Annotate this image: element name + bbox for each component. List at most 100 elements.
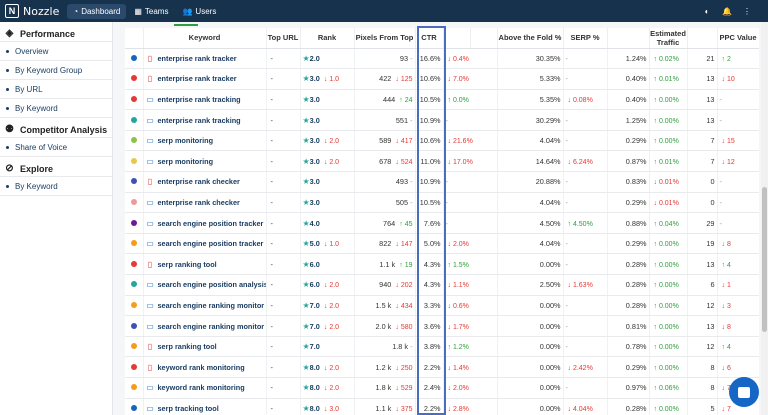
app-logo[interactable]: N Nozzle [5, 4, 59, 18]
table-row[interactable]: ▭ serp monitoring - ★3.0 ↓ 2.0 678 ↓ 524 … [125, 150, 759, 173]
sidebar-item-overview[interactable]: Overview [0, 42, 112, 60]
column-header-estimated-traffic[interactable]: Estimated Traffic [649, 28, 688, 49]
scrollbar-thumb[interactable] [762, 187, 767, 332]
keyword-link[interactable]: enterprise rank checker [157, 197, 240, 207]
keyword-cell[interactable]: ▯ serp ranking tool [143, 253, 267, 276]
table-row[interactable]: ▭ enterprise rank tracking - ★3.0 551 - 1… [125, 109, 759, 131]
table-row[interactable]: ▭ search engine position tracker - ★5.0 ↓… [125, 233, 759, 255]
keyword-cell[interactable]: ▭ serp monitoring [143, 130, 267, 152]
table-row[interactable]: ▭ keyword rank monitoring - ★8.0 ↓ 2.0 1.… [125, 377, 759, 399]
traffic-value: 13 [706, 259, 715, 269]
pixels-change-value: 434 [400, 302, 413, 310]
sidebar-item-by-keyword[interactable]: By Keyword [0, 99, 112, 117]
keyword-cell[interactable]: ▭ serp tracking tool [143, 398, 267, 415]
table-row[interactable]: ▯ enterprise rank checker - ★3.0 493 - 10… [125, 171, 759, 193]
sidebar-section-explore[interactable]: ⊘ Explore [0, 157, 112, 176]
table-row[interactable]: ▯ enterprise rank tracker - ★2.0 93 - 16.… [125, 48, 759, 70]
keyword-cell[interactable]: ▭ search engine ranking monitor [143, 315, 267, 337]
nav-dashboard[interactable]: ◔ Dashboard [67, 3, 127, 19]
keyword-link[interactable]: enterprise rank tracking [157, 94, 241, 104]
column-header-keyword[interactable]: Keyword [143, 28, 267, 49]
traffic-change-value: 2 [726, 55, 731, 63]
keyword-cell[interactable]: ▭ search engine position analysis [143, 274, 267, 296]
table-row[interactable]: ▭ search engine ranking monitor - ★7.0 ↓ … [125, 315, 759, 337]
chat-launcher-button[interactable] [729, 377, 759, 407]
sidebar-item-explore-by-keyword[interactable]: By Keyword [0, 177, 112, 195]
keyword-cell[interactable]: ▯ serp ranking tool [143, 336, 267, 358]
more-menu-icon[interactable]: ⋮ [743, 6, 751, 16]
star-icon: ★ [302, 115, 310, 125]
table-row[interactable]: ▭ enterprise rank checker - ★3.0 505 - 10… [125, 192, 759, 214]
keyword-link[interactable]: search engine position tracker [157, 239, 264, 249]
nav-users[interactable]: 👥 Users [176, 4, 222, 19]
atf-value: 0.00% [539, 403, 561, 413]
keyword-link[interactable]: search engine position analysis [157, 280, 266, 290]
keyword-cell[interactable]: ▭ enterprise rank tracking [143, 109, 267, 131]
pixels-change-value: 375 [400, 405, 413, 413]
notifications-bell-icon[interactable]: 🔔 [722, 6, 732, 16]
keyword-cell[interactable]: ▭ search engine position tracker [143, 233, 267, 255]
table-row[interactable]: ▯ serp ranking tool - ★6.0 1.1 k ↑ 19 4.3… [125, 253, 759, 276]
keyword-link[interactable]: enterprise rank tracker [157, 74, 237, 84]
ctr-value: 3.3% [423, 300, 441, 310]
keyword-link[interactable]: enterprise rank tracker [157, 53, 237, 63]
keyword-link[interactable]: serp ranking tool [157, 259, 217, 269]
nav-teams[interactable]: ▦ Teams [128, 4, 174, 19]
keyword-cell[interactable]: ▭ keyword rank monitoring [143, 377, 267, 399]
table-row[interactable]: ▭ serp tracking tool - ★8.0 ↓ 3.0 1.1 k ↓… [125, 398, 759, 415]
traffic-change-value: 8 [726, 241, 731, 249]
table-row[interactable]: ▯ keyword rank monitoring - ★8.0 ↓ 2.0 1.… [125, 356, 759, 378]
column-header-ppc-value[interactable]: PPC Value [717, 28, 759, 49]
keyword-link[interactable]: search engine ranking monitor [157, 321, 265, 331]
sidebar-section-competitor-analysis[interactable]: ⚉ Competitor Analysis [0, 118, 112, 137]
ctr-value: 10.9% [419, 177, 441, 187]
sidebar-section-performance[interactable]: ◈ Performance [0, 22, 112, 41]
keyword-cell[interactable]: ▭ serp monitoring [143, 150, 267, 173]
ctr-value: 10.6% [419, 74, 441, 84]
column-header-serp[interactable]: SERP % [563, 28, 608, 49]
column-header-top-url[interactable]: Top URL [266, 28, 301, 49]
keyword-cell[interactable]: ▭ enterprise rank checker [143, 192, 267, 214]
keyword-cell[interactable]: ▯ enterprise rank tracker [143, 48, 267, 70]
keyword-cell[interactable]: ▯ enterprise rank tracker [143, 68, 267, 90]
keyword-link[interactable]: enterprise rank checker [157, 177, 240, 187]
keyword-cell[interactable]: ▭ search engine ranking monitor [143, 295, 267, 317]
above-fold-change-cell: - [563, 48, 608, 70]
keyword-link[interactable]: search engine position tracker [157, 218, 264, 228]
table-row[interactable]: ▭ serp monitoring - ★3.0 ↓ 2.0 589 ↓ 417 … [125, 130, 759, 152]
keyword-link[interactable]: enterprise rank tracking [157, 115, 241, 125]
above-fold-change-value: 4.04% [572, 405, 593, 413]
column-header-rank[interactable]: Rank [300, 28, 355, 49]
ctr-value: 3.8% [423, 342, 441, 352]
column-header-pixels-from-top[interactable]: Pixels From Top [354, 28, 416, 49]
row-color-cell [125, 233, 144, 255]
mobile-device-icon: ▯ [147, 342, 153, 352]
table-row[interactable]: ▭ search engine ranking monitor - ★7.0 ↓ … [125, 295, 759, 317]
keyword-link[interactable]: serp ranking tool [157, 342, 217, 352]
sidebar-item-by-url[interactable]: By URL [0, 80, 112, 98]
column-header-above-the-fold[interactable]: Above the Fold % [497, 28, 564, 49]
table-row[interactable]: ▭ enterprise rank tracking - ★3.0 444 ↑ 2… [125, 89, 759, 111]
keyword-link[interactable]: serp monitoring [157, 136, 214, 146]
keyword-link[interactable]: serp tracking tool [157, 403, 219, 413]
theme-toggle-icon[interactable]: ◐ [704, 6, 710, 16]
keyword-cell[interactable]: ▯ enterprise rank checker [143, 171, 267, 193]
table-row[interactable]: ▭ search engine position tracker - ★4.0 7… [125, 212, 759, 234]
keyword-cell[interactable]: ▭ enterprise rank tracking [143, 89, 267, 111]
keyword-link[interactable]: search engine ranking monitor [157, 300, 265, 310]
keyword-cell[interactable]: ▯ keyword rank monitoring [143, 356, 267, 378]
above-fold-change-cell: - [563, 253, 608, 276]
keyword-cell[interactable]: ▭ search engine position tracker [143, 212, 267, 234]
table-row[interactable]: ▯ enterprise rank tracker - ★3.0 ↓ 1.0 42… [125, 68, 759, 90]
pixels-change: ↓ 202 [395, 282, 412, 289]
desktop-device-icon: ▭ [146, 115, 154, 125]
table-row[interactable]: ▭ search engine position analysis - ★6.0 … [125, 274, 759, 296]
column-header-ctr[interactable]: CTR [415, 28, 444, 49]
sidebar-item-by-keyword-group[interactable]: By Keyword Group [0, 61, 112, 79]
keyword-link[interactable]: keyword rank monitoring [157, 383, 245, 393]
table-row[interactable]: ▯ serp ranking tool - ★7.0 1.8 k - 3.8% ↑… [125, 336, 759, 358]
keyword-link[interactable]: keyword rank monitoring [157, 362, 245, 372]
keyword-link[interactable]: serp monitoring [157, 156, 214, 166]
sidebar-item-share-of-voice[interactable]: Share of Voice [0, 138, 112, 156]
page-scrollbar[interactable] [761, 22, 768, 415]
